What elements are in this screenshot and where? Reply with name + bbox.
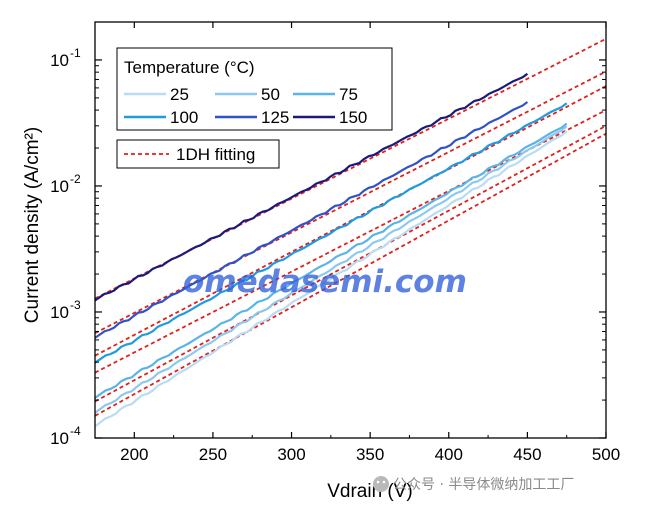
legend-label-50: 50 bbox=[261, 85, 280, 104]
data-series bbox=[95, 72, 568, 428]
series-line-100 bbox=[95, 102, 568, 364]
series-line-25 bbox=[95, 130, 568, 428]
watermark-text: omedasemi.com bbox=[183, 264, 467, 300]
wechat-icon-eye-left bbox=[376, 480, 380, 484]
y-tick-label-exp--4: -4 bbox=[70, 424, 81, 438]
y-tick-label--4: 10 bbox=[50, 429, 69, 448]
x-tick-label-200: 200 bbox=[120, 445, 148, 464]
series-line-150 bbox=[95, 72, 529, 302]
legend-label-150: 150 bbox=[339, 108, 367, 127]
legend-entries: 25 50 75 100 125 150 bbox=[124, 85, 367, 127]
x-axis-label: Vdrain (V) bbox=[327, 481, 413, 502]
series-line-50 bbox=[95, 125, 568, 414]
y-tick-label--3: 10 bbox=[50, 303, 69, 322]
series-line-125 bbox=[95, 101, 529, 339]
legend-fit: 1DH fitting bbox=[116, 139, 280, 169]
x-tick-label-300: 300 bbox=[277, 445, 305, 464]
x-tick-label-350: 350 bbox=[356, 445, 384, 464]
y-tick-label--2: 10 bbox=[50, 177, 69, 196]
wechat-icon-eye-right bbox=[382, 480, 386, 484]
plot-frame bbox=[94, 21, 607, 439]
y-axis-label: Current density (A/cm²) bbox=[22, 127, 43, 323]
series-line-75 bbox=[95, 122, 568, 399]
x-tick-label-400: 400 bbox=[435, 445, 463, 464]
x-tick-label-450: 450 bbox=[513, 445, 541, 464]
x-tick-label-500: 500 bbox=[592, 445, 620, 464]
legend-temperature: Temperature (°C) 25 50 75 100 125 150 bbox=[116, 47, 393, 131]
legend-label-75: 75 bbox=[339, 85, 358, 104]
legend-label-125: 125 bbox=[261, 108, 289, 127]
legend-title: Temperature (°C) bbox=[124, 58, 255, 77]
fit-line-5 bbox=[95, 70, 606, 334]
y-tick-label--1: 10 bbox=[50, 51, 69, 70]
fit-line-6 bbox=[95, 38, 606, 300]
y-tick-label-exp--1: -1 bbox=[70, 46, 81, 60]
legend-fit-label: 1DH fitting bbox=[176, 145, 255, 164]
fit-line-2 bbox=[95, 125, 606, 403]
wechat-caption: 公众号 · 半导体微纳加工工厂 bbox=[373, 476, 574, 493]
legend-label-100: 100 bbox=[170, 108, 198, 127]
legend-fit-box bbox=[116, 139, 280, 169]
wechat-icon bbox=[373, 476, 389, 492]
y-axis-ticks: 10-110-210-310-4 bbox=[50, 21, 606, 448]
y-tick-label-exp--2: -2 bbox=[70, 172, 81, 186]
x-axis-ticks: 200 250 300 350 400 450 500 bbox=[94, 22, 620, 464]
fit-line-1 bbox=[95, 132, 606, 417]
legend-label-25: 25 bbox=[170, 85, 189, 104]
y-tick-label-exp--3: -3 bbox=[70, 298, 81, 312]
x-tick-label-250: 250 bbox=[199, 445, 227, 464]
wechat-caption-text: 公众号 · 半导体微纳加工工厂 bbox=[393, 477, 574, 493]
